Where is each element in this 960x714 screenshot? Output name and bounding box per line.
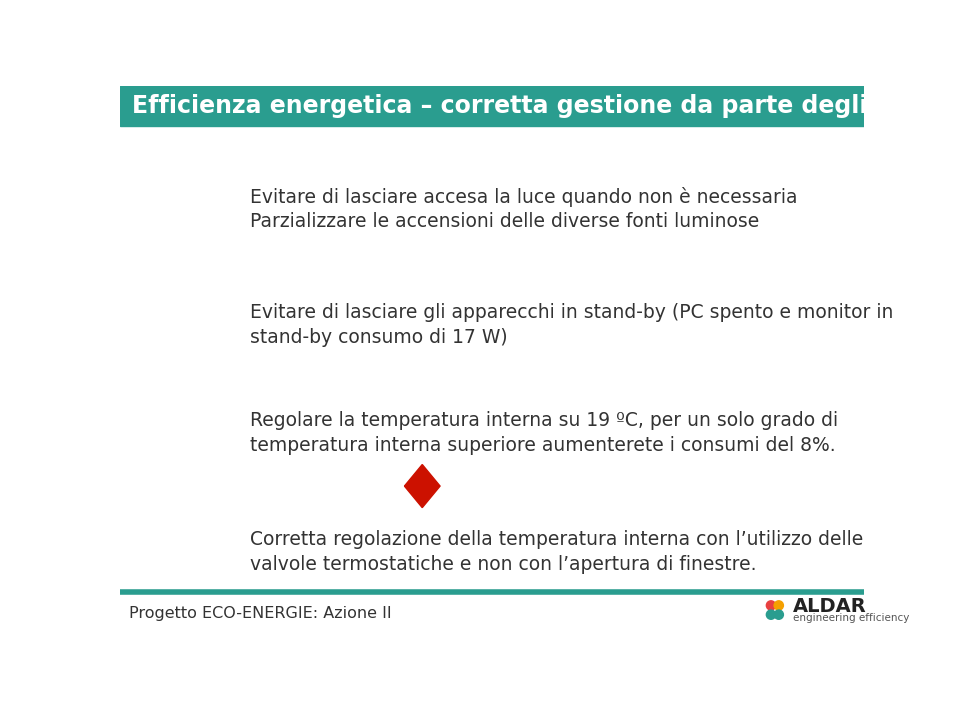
Text: valvole termostatiche e non con l’apertura di finestre.: valvole termostatiche e non con l’apertu… [251,555,756,574]
Text: Parzializzare le accensioni delle diverse fonti luminose: Parzializzare le accensioni delle divers… [251,213,759,231]
Circle shape [766,600,776,610]
Text: ALDAR: ALDAR [793,598,867,616]
Text: Regolare la temperatura interna su 19 ºC, per un solo grado di: Regolare la temperatura interna su 19 ºC… [251,411,838,430]
Polygon shape [404,465,440,486]
Text: Corretta regolazione della temperatura interna con l’utilizzo delle: Corretta regolazione della temperatura i… [251,531,863,550]
Bar [120,86,864,126]
Text: temperatura interna superiore aumenterete i consumi del 8%.: temperatura interna superiore aumenteret… [251,436,836,455]
Text: engineering efficiency: engineering efficiency [793,613,909,623]
Text: Evitare di lasciare accesa la luce quando non è necessaria: Evitare di lasciare accesa la luce quand… [251,187,798,207]
Text: Efficienza energetica – corretta gestione da parte degli utenti: Efficienza energetica – corretta gestion… [132,94,956,118]
Circle shape [774,610,783,619]
Polygon shape [404,486,440,508]
Text: Evitare di lasciare gli apparecchi in stand-by (PC spento e monitor in: Evitare di lasciare gli apparecchi in st… [251,303,894,322]
Circle shape [774,600,783,610]
Text: stand-by consumo di 17 W): stand-by consumo di 17 W) [251,328,508,347]
Circle shape [766,610,776,619]
Text: Progetto ECO-ENERGIE: Azione II: Progetto ECO-ENERGIE: Azione II [130,606,392,621]
